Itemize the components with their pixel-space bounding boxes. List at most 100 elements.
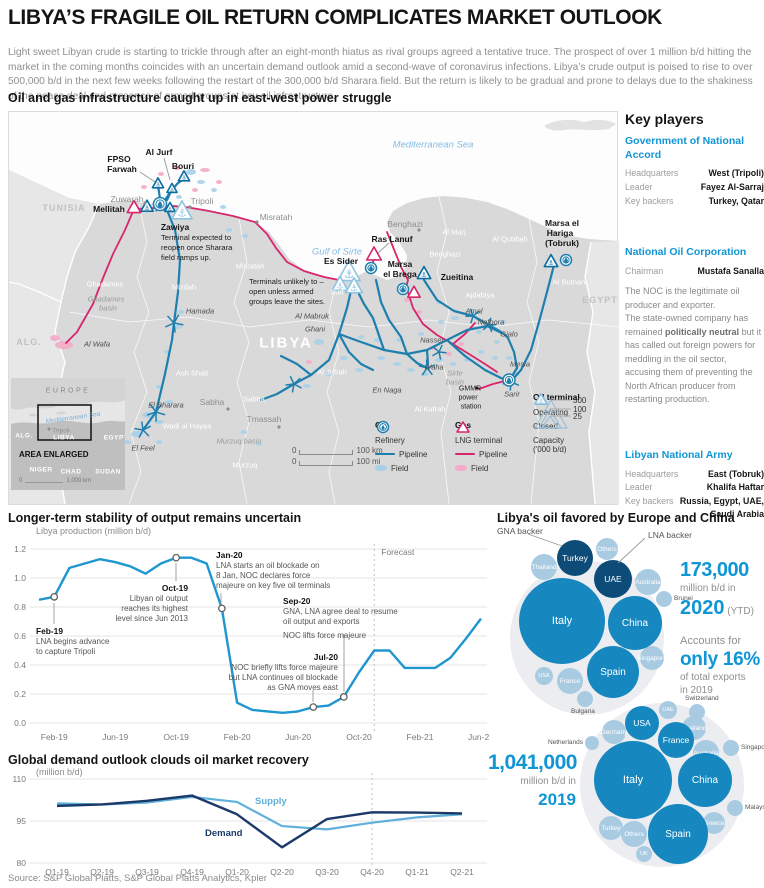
oil-pipeline	[422, 278, 503, 334]
city-dot	[255, 220, 259, 224]
map-label-al-jurf: Al Jurf	[145, 147, 173, 157]
svg-text:⚓: ⚓	[548, 259, 554, 267]
gas-pipeline	[407, 291, 498, 373]
key-players-panel: Key players Government of National Accor…	[625, 111, 764, 537]
map-label-hamada: Hamada	[185, 306, 215, 316]
map-label-sarir: Sarir	[504, 389, 520, 399]
map-label-ajdabiya: Ajdabiya	[465, 290, 495, 300]
event-marker	[50, 592, 59, 601]
production-line	[38, 556, 482, 715]
map-label-misratah: Misratah	[235, 261, 265, 271]
field-junction	[433, 346, 440, 353]
map-label-gialo: Gialo	[500, 329, 518, 339]
bubble-thailand: Thailand	[531, 554, 557, 580]
gas-field	[192, 188, 198, 192]
map-label-power: power	[458, 394, 478, 402]
bubble-singapore: Singapore	[637, 646, 667, 670]
svg-text:0.4: 0.4	[14, 660, 26, 670]
bubble-others: Others	[596, 538, 618, 560]
stat-2019: 1,041,000 million b/d in 2019	[488, 751, 577, 809]
oil-field	[478, 350, 484, 354]
svg-text:100: 100	[573, 405, 587, 414]
city-dot	[188, 205, 192, 209]
key-players-title: Key players	[625, 111, 704, 127]
gas-pipeline	[478, 380, 506, 390]
oil-field	[450, 362, 456, 366]
refinery-icon	[396, 282, 410, 296]
map-label-mizdah: Mizdah	[171, 282, 197, 292]
oil-field	[393, 362, 401, 366]
lng-terminal-icon	[407, 285, 421, 298]
leader-line	[163, 157, 171, 181]
field-junction	[432, 351, 440, 357]
city-dot	[417, 228, 421, 232]
oil-field	[186, 169, 196, 175]
group-gna: Government of National Accord Headquarte…	[625, 135, 764, 206]
operating-terminal-icon: ⚓	[166, 182, 178, 193]
oil-field	[156, 385, 162, 389]
oil-pipeline	[141, 204, 182, 432]
callout-lna-backer: LNA backer	[648, 530, 692, 540]
map-label-ras-lanuf: Ras Lanuf	[371, 234, 413, 244]
svg-text:⚓: ⚓	[177, 208, 186, 220]
svg-text:300: 300	[573, 396, 587, 405]
legend-gas: Gas LNG terminal Pipeline Field	[455, 420, 507, 475]
field-junction	[155, 411, 166, 416]
field-junction	[165, 322, 175, 328]
map-label-bouri: Bouri	[171, 161, 195, 171]
oil-field	[176, 195, 182, 199]
map-label-fpso: FPSO	[107, 154, 131, 164]
gas-field-icon	[455, 465, 467, 471]
gas-field	[158, 172, 164, 176]
oil-field	[492, 356, 498, 360]
closed-terminal-icon: ⚓	[331, 275, 349, 292]
map-label-waha: Waha	[424, 362, 444, 372]
map-label-al-qubbah: Al Qubbah	[492, 234, 528, 244]
group-lna: Libyan National Army Headquarters East (T…	[625, 448, 764, 520]
map-label-el-sharara: El Sharara	[148, 400, 184, 410]
map-label-gulf-of-sirte: Gulf of Sirte	[311, 246, 363, 258]
bubble-malaysia	[727, 800, 743, 816]
oil-pipeline	[506, 336, 519, 370]
svg-text:⚓: ⚓	[181, 175, 186, 182]
refinery-icon	[364, 261, 378, 275]
svg-text:Q3-19: Q3-19	[135, 867, 159, 877]
field-junction	[173, 322, 184, 326]
gna-name: Government of National Accord	[625, 135, 745, 161]
inset-label: EGYPT	[103, 434, 125, 442]
oil-pipeline-icon	[375, 452, 395, 456]
city-dot	[143, 201, 147, 205]
bubble-turkey: Turkey	[557, 540, 593, 576]
map-label-al-jufrah: Al Jufrah	[317, 367, 347, 377]
field-junction	[426, 364, 436, 369]
map-label-el-feel: El Feel	[131, 443, 155, 453]
oil-field-icon	[375, 465, 387, 471]
oil-field	[500, 320, 506, 324]
gas-field	[404, 298, 410, 302]
map-label-al-butnan: Al Butnan	[552, 277, 586, 287]
map-label-marsa: Marsa	[387, 259, 413, 269]
exports-chart-title: Libya's oil favored by Europe and China	[497, 511, 735, 525]
svg-text:Q4-20: Q4-20	[360, 867, 384, 877]
svg-text:25: 25	[573, 412, 582, 421]
bubble-label-brunei: Brunei	[674, 595, 693, 602]
oil-field	[407, 368, 415, 372]
oil-field	[220, 205, 226, 209]
annotation-jan-20: Jan-20 LNA starts an oil blockade on 8 Ja…	[216, 550, 331, 591]
map-label-al-kufrah: Al Kufrah	[414, 404, 446, 414]
bubble-turkey: Turkey	[599, 816, 623, 840]
intro-paragraph: Light sweet Libyan crude is starting to …	[8, 47, 753, 102]
map-label-sabha: Sabha	[243, 394, 265, 404]
svg-text:0.2: 0.2	[14, 689, 26, 699]
oil-field	[197, 180, 205, 184]
map-label-ash-shati: Ash Shati	[175, 368, 209, 378]
map-label-al-mabruk: Al Mabruk	[295, 311, 329, 321]
gas-field	[55, 341, 73, 349]
oil-field	[241, 430, 247, 434]
map-label-tunisia: TUNISIA	[42, 203, 86, 213]
gas-pipeline	[452, 322, 476, 345]
operating-terminal-icon: ⚓	[177, 170, 191, 182]
field-junction	[482, 320, 490, 326]
svg-text:0.0: 0.0	[14, 718, 26, 728]
